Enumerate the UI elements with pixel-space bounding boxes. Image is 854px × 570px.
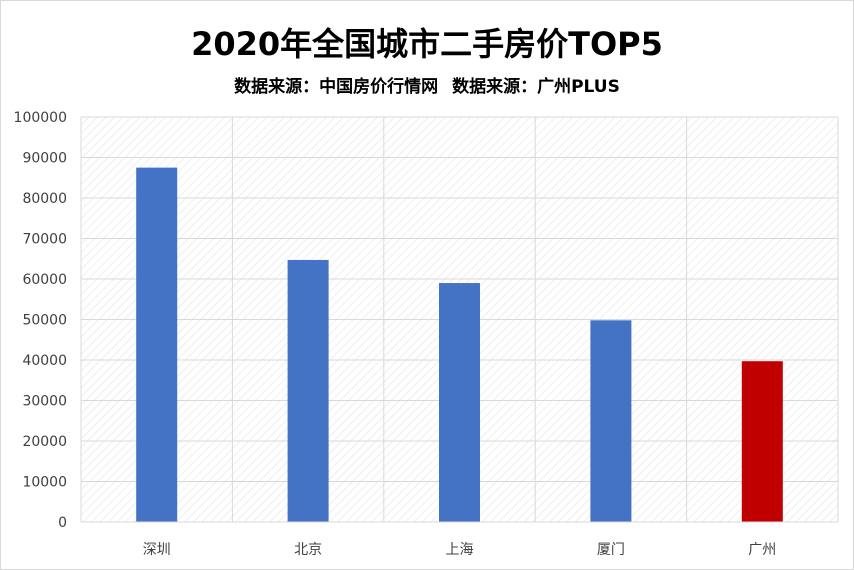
- y-tick-label: 50000: [22, 313, 67, 329]
- category-label: 深圳: [143, 542, 171, 558]
- y-tick-label: 30000: [22, 394, 67, 410]
- bar-4: [590, 320, 632, 522]
- bar-5: [741, 361, 783, 522]
- bar-3: [439, 283, 480, 522]
- chart-subtitle-source-2: 数据来源：广州PLUS: [452, 77, 620, 97]
- y-tick-label: 0: [58, 515, 67, 531]
- chart-subtitle-source-1: 数据来源：中国房价行情网: [234, 77, 439, 97]
- category-label: 北京: [294, 542, 322, 558]
- y-tick-label: 70000: [22, 232, 67, 248]
- y-tick-label: 60000: [22, 272, 67, 288]
- category-label: 厦门: [597, 542, 625, 558]
- chart-subtitle: 数据来源：中国房价行情网 数据来源：广州PLUS: [1, 72, 853, 97]
- y-tick-label: 80000: [22, 191, 67, 207]
- chart-title: 2020年全国城市二手房价TOP5: [191, 25, 663, 63]
- y-tick-label: 90000: [22, 151, 67, 167]
- bar-2: [287, 259, 329, 522]
- y-tick-label: 100000: [14, 110, 67, 126]
- y-tick-label: 40000: [22, 353, 67, 369]
- y-tick-label: 10000: [22, 475, 67, 491]
- bar-1: [136, 167, 178, 522]
- y-tick-label: 20000: [22, 434, 67, 450]
- category-label: 广州: [748, 542, 776, 558]
- category-label: 上海: [446, 542, 474, 558]
